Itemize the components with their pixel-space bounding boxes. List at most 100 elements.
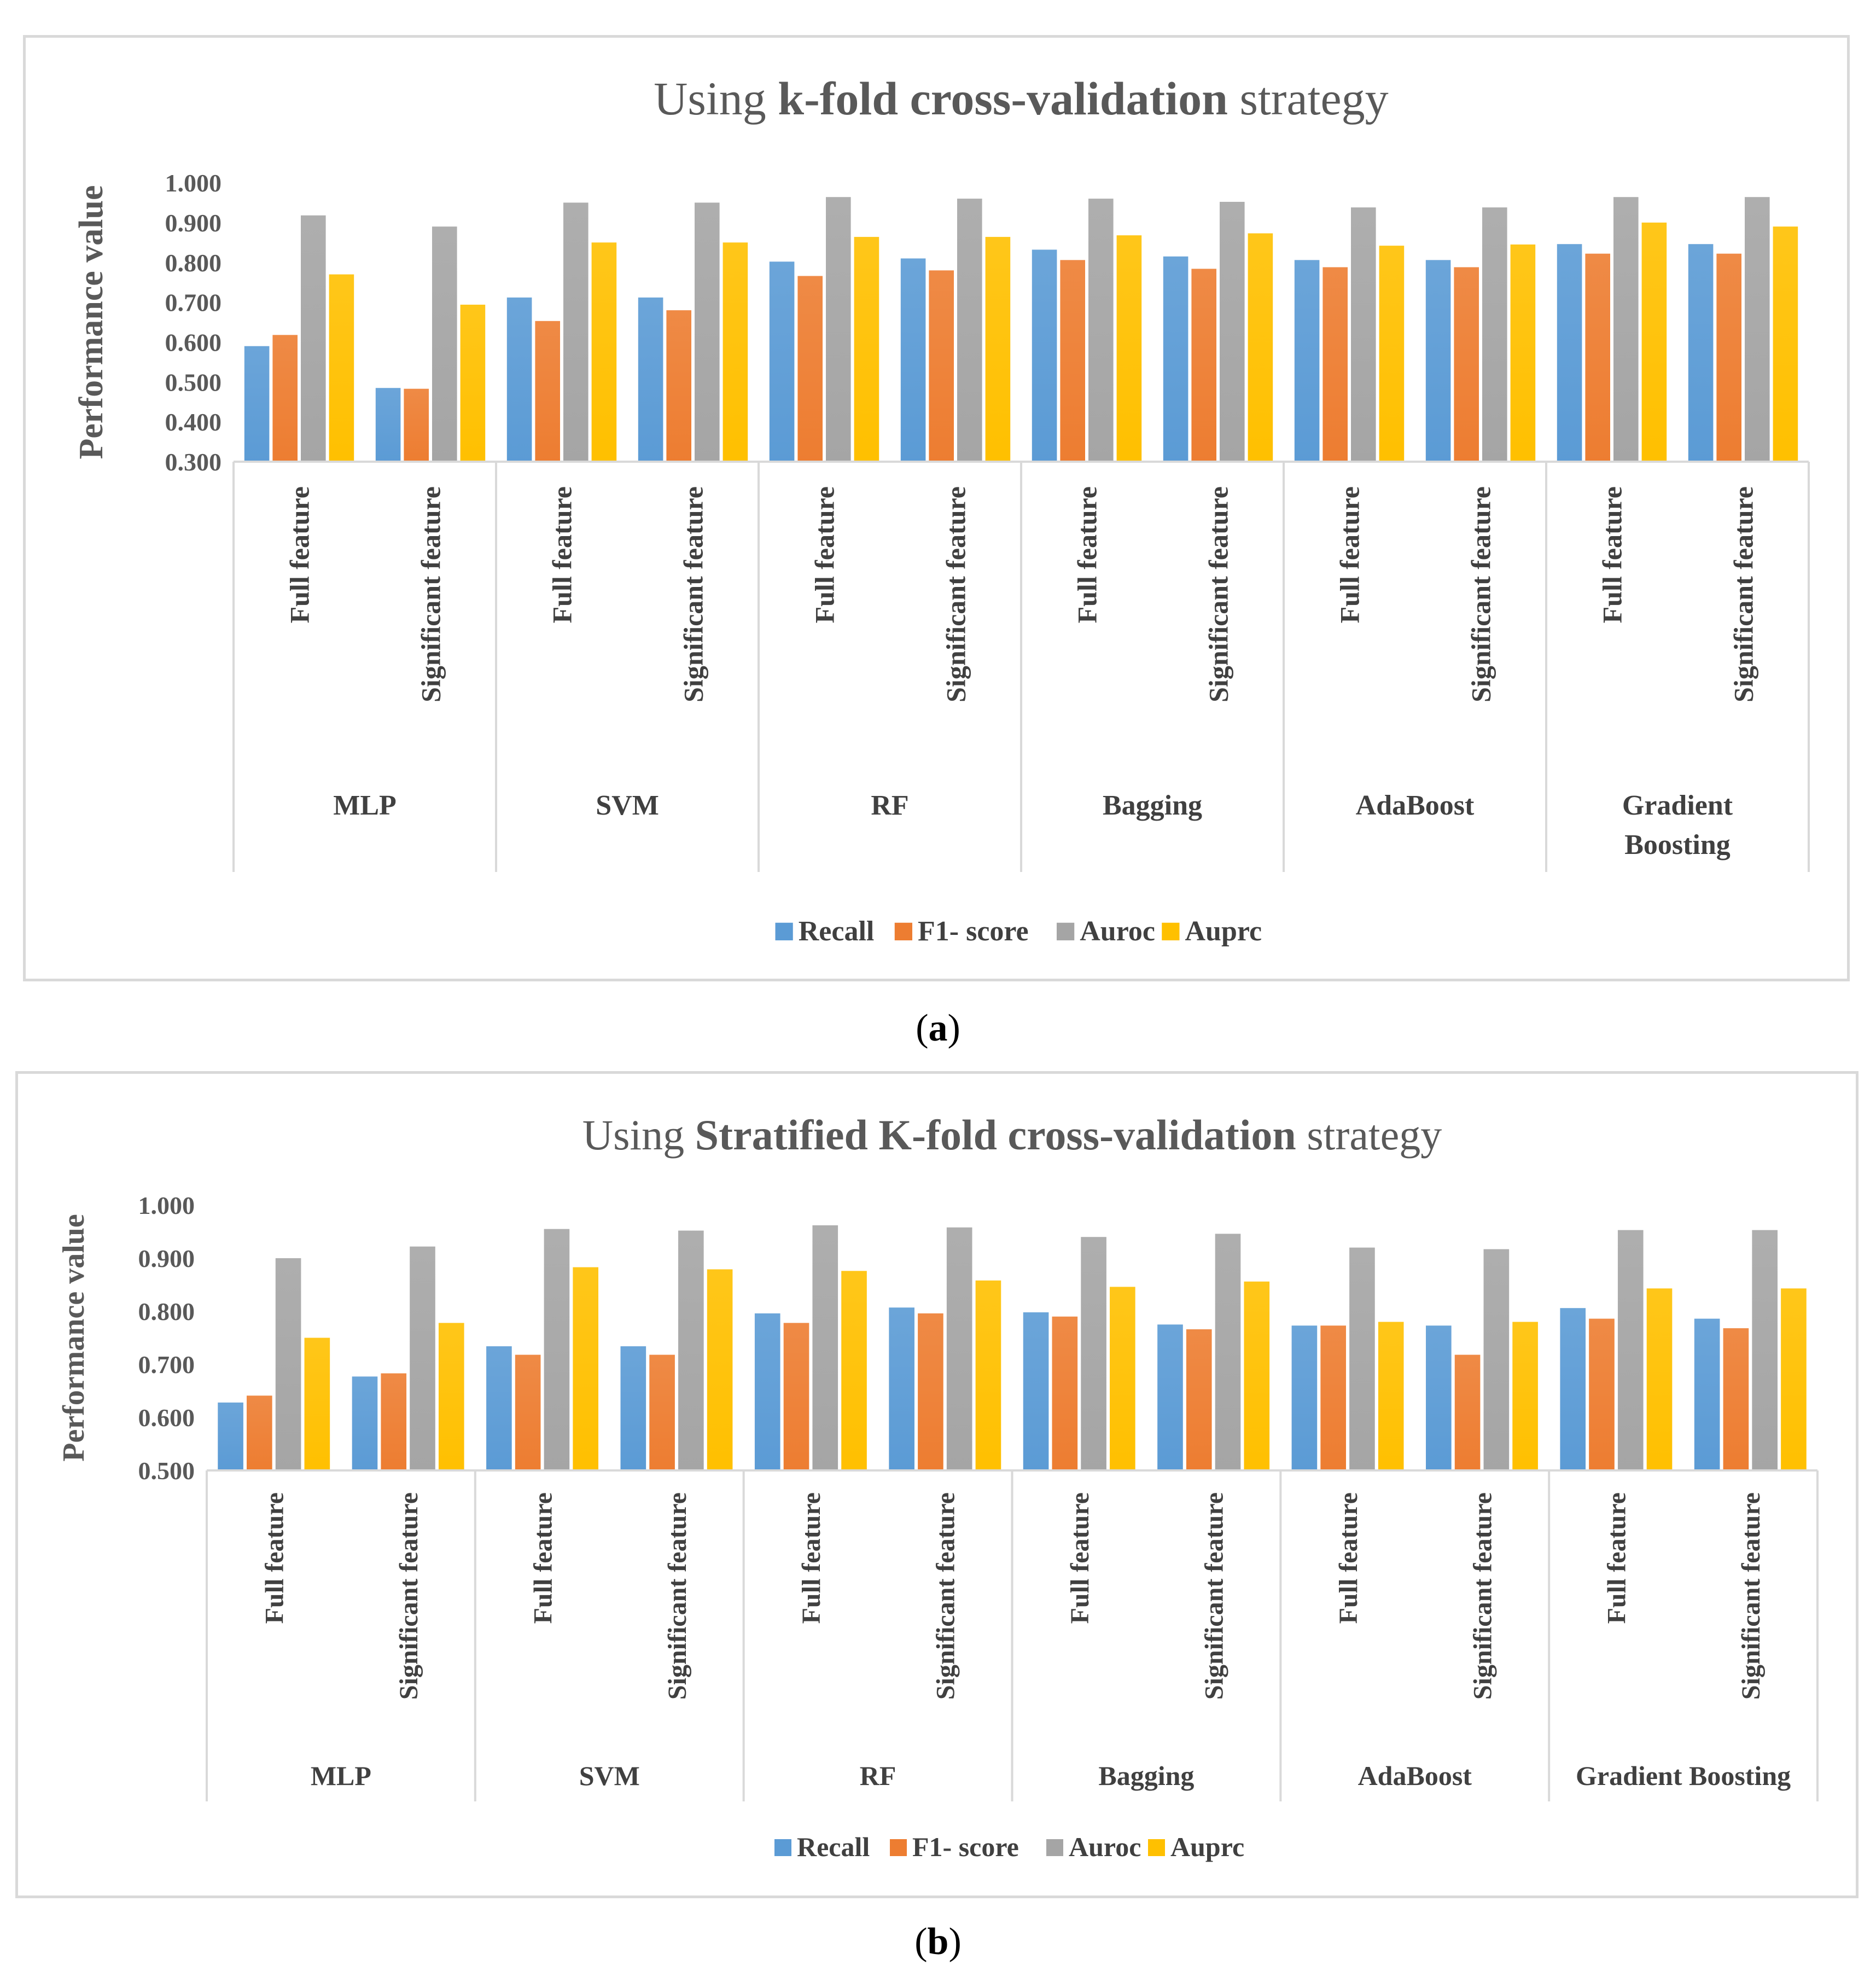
chart-b-bar-auroc-4 (812, 1225, 838, 1470)
chart-a-ytick-2: 0.800 (165, 249, 222, 277)
chart-b-bar-f1score-8 (1320, 1325, 1346, 1470)
chart-a-bar-f1score-5 (929, 270, 954, 462)
chart-b-sublabel-5: Significant feature (931, 1492, 960, 1700)
chart-b-legend-swatch-3 (1148, 1839, 1165, 1856)
chart-b-bar-auprc-5 (975, 1280, 1001, 1470)
chart-a-bar-f1score-8 (1322, 267, 1348, 462)
caption-b-close: ) (948, 1921, 962, 1963)
chart-b-svg: Using Stratified K-fold cross-validation… (57, 1111, 1819, 1862)
chart-a-bar-auprc-2 (591, 242, 617, 462)
chart-a-bar-auprc-4 (854, 237, 879, 462)
chart-b-sublabel-3: Significant feature (663, 1492, 692, 1700)
chart-a-sublabel-8: Full feature (1335, 486, 1365, 623)
chart-a-bar-recall-10 (1557, 244, 1582, 462)
chart-a-group-label-5: Gradient (1622, 790, 1733, 821)
chart-b-bar-auprc-9 (1512, 1322, 1538, 1470)
chart-a-bar-recall-6 (1032, 249, 1057, 462)
chart-b-bar-recall-8 (1291, 1325, 1318, 1470)
caption-a-close: ) (947, 1007, 960, 1049)
chart-a-bar-auroc-2 (563, 202, 589, 462)
chart-a-bar-recall-1 (375, 388, 401, 462)
chart-b-ytick-1: 0.900 (138, 1245, 195, 1272)
chart-a-ytick-5: 0.500 (165, 368, 222, 396)
chart-a-sublabel-7: Significant feature (1203, 486, 1234, 702)
chart-b-title: Using Stratified K-fold cross-validation… (582, 1111, 1442, 1159)
chart-b-bar-recall-10 (1560, 1308, 1586, 1470)
chart-b-bar-recall-7 (1157, 1324, 1183, 1470)
chart-b-sublabel-8: Full feature (1334, 1492, 1363, 1624)
chart-b-bar-f1score-2 (515, 1354, 541, 1470)
chart-a-bar-f1score-1 (404, 388, 429, 462)
chart-a-group-label-0: MLP (333, 790, 397, 821)
chart-a-bar-auroc-6 (1088, 199, 1114, 462)
chart-b-legend-label-1: F1- score (912, 1831, 1019, 1862)
chart-b-sublabel-11: Significant feature (1737, 1492, 1766, 1700)
chart-a-bar-f1score-10 (1585, 253, 1610, 462)
chart-b-sublabel-6: Full feature (1065, 1492, 1094, 1624)
chart-a-sublabel-11: Significant feature (1728, 486, 1759, 702)
chart-b-legend-label-2: Auroc (1069, 1831, 1141, 1862)
chart-a-sublabel-1: Significant feature (416, 486, 446, 702)
chart-a-group-label-4: AdaBoost (1356, 790, 1475, 821)
chart-b-bar-auprc-8 (1378, 1322, 1404, 1470)
chart-b-legend-label-3: Auprc (1170, 1831, 1244, 1862)
chart-a-group-label-5-line2: Boosting (1624, 829, 1731, 860)
chart-a-bar-recall-0 (244, 346, 270, 462)
chart-a-bar-auprc-3 (723, 242, 748, 462)
chart-a-bar-auroc-9 (1482, 207, 1507, 462)
chart-b-group-label-3: Bagging (1098, 1760, 1194, 1791)
chart-b-bar-recall-2 (486, 1346, 512, 1470)
caption-a: (a) (856, 1007, 1020, 1050)
chart-a-title: Using k-fold cross-validation strategy (654, 72, 1388, 125)
chart-a-bar-auprc-7 (1248, 233, 1273, 462)
chart-a-bar-auprc-6 (1116, 235, 1142, 462)
chart-a-legend-swatch-3 (1162, 922, 1180, 940)
chart-a-legend-swatch-0 (775, 922, 793, 940)
chart-b-group-label-2: RF (860, 1760, 896, 1791)
chart-b-bar-auprc-6 (1110, 1287, 1135, 1470)
chart-a-legend-label-3: Auprc (1185, 916, 1262, 947)
chart-a-bar-auroc-0 (301, 215, 326, 462)
chart-b-ylabel: Performance value (57, 1214, 91, 1461)
chart-a-ylabel: Performance value (73, 185, 110, 460)
chart-a-legend-swatch-1 (894, 922, 912, 940)
chart-a-legend-swatch-2 (1057, 922, 1075, 940)
chart-b-bar-f1score-9 (1454, 1354, 1481, 1470)
chart-b-bar-auroc-1 (410, 1246, 435, 1470)
chart-a-bar-recall-5 (900, 258, 926, 462)
chart-b-group-label-0: MLP (311, 1760, 371, 1791)
chart-b-bar-auroc-2 (544, 1229, 570, 1470)
chart-a-sublabel-10: Full feature (1597, 486, 1628, 623)
chart-a-group-label-1: SVM (596, 790, 659, 821)
chart-a-legend-label-0: Recall (799, 916, 875, 947)
chart-b-bar-recall-9 (1425, 1325, 1452, 1470)
caption-b: (b) (856, 1920, 1020, 1964)
caption-a-letter: a (928, 1007, 948, 1049)
chart-b-bar-auprc-10 (1646, 1288, 1673, 1470)
chart-b-bar-f1score-0 (247, 1395, 272, 1470)
chart-b-sublabel-1: Significant feature (394, 1492, 423, 1700)
chart-a-sublabel-6: Full feature (1072, 486, 1103, 623)
chart-b-ytick-3: 0.700 (138, 1351, 195, 1379)
chart-b-bar-recall-3 (620, 1346, 646, 1470)
chart-a-group-label-3: Bagging (1103, 790, 1202, 821)
chart-b-ytick-4: 0.600 (138, 1404, 195, 1432)
chart-b-sublabel-4: Full feature (797, 1492, 826, 1624)
chart-b-bar-recall-6 (1023, 1312, 1049, 1470)
chart-b-bar-auroc-3 (678, 1230, 704, 1470)
chart-b-bar-auroc-6 (1081, 1237, 1106, 1470)
chart-b-bar-f1score-11 (1723, 1328, 1749, 1470)
chart-a-ytick-1: 0.900 (165, 209, 222, 237)
chart-a-bar-auprc-11 (1773, 226, 1798, 462)
chart-a-bar-f1score-2 (535, 321, 560, 462)
chart-a-bar-f1score-11 (1716, 253, 1741, 462)
chart-a-bar-f1score-7 (1191, 269, 1216, 462)
chart-b-sublabel-0: Full feature (260, 1492, 289, 1624)
chart-panel-a: Using k-fold cross-validation strategy Pe… (23, 35, 1850, 981)
chart-a-bar-recall-8 (1294, 260, 1320, 462)
chart-b-bar-auroc-8 (1349, 1247, 1375, 1470)
chart-a-sublabel-4: Full feature (809, 486, 840, 623)
chart-a-sublabel-2: Full feature (547, 486, 578, 623)
chart-b-sublabel-2: Full feature (528, 1492, 557, 1624)
chart-b-legend-swatch-2 (1046, 1839, 1063, 1856)
